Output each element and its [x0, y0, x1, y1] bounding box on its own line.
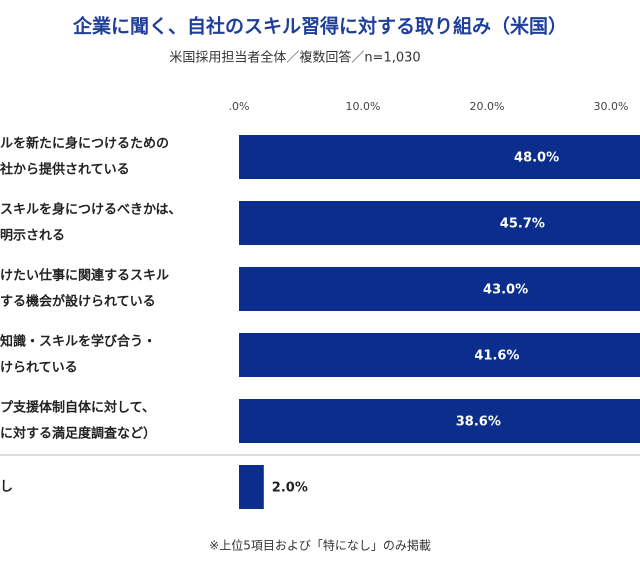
bar — [239, 465, 264, 509]
category-label: する機会が設けられている — [0, 294, 156, 310]
value-label: 45.7% — [500, 217, 545, 232]
category-label: 知識・スキルを学び合う・ — [0, 334, 156, 350]
chart-title: 企業に聞く、自社のスキル習得に対する取り組み（米国） — [72, 15, 567, 38]
bar — [239, 201, 640, 245]
category-label: けられている — [0, 361, 78, 376]
bar — [239, 333, 640, 377]
x-tick-label: 30.0% — [594, 100, 629, 113]
category-label: スキルを身につけるべきかは、 — [0, 202, 181, 218]
value-label: 43.0% — [483, 283, 528, 298]
bar — [239, 267, 640, 311]
category-label: ルを新たに身につけるための — [0, 136, 169, 152]
bar — [239, 399, 640, 443]
category-label: に対する満足度調査など） — [0, 426, 156, 442]
x-tick-label: 10.0% — [346, 100, 381, 113]
category-label: けたい仕事に関連するスキル — [0, 268, 169, 284]
value-label: 2.0% — [272, 481, 308, 496]
value-label: 41.6% — [474, 349, 519, 364]
category-label: 明示される — [0, 229, 65, 244]
category-label: 社から提供されている — [0, 162, 130, 178]
category-label: し — [0, 480, 13, 495]
bar — [239, 135, 640, 179]
x-tick-label: .0% — [229, 100, 250, 113]
chart-subtitle: 米国採用担当者全体／複数回答／n=1,030 — [169, 50, 420, 66]
footnote: ※上位5項目および「特になし」のみ掲載 — [209, 538, 431, 553]
value-label: 38.6% — [456, 415, 501, 430]
x-tick-label: 20.0% — [470, 100, 505, 113]
value-label: 48.0% — [514, 151, 559, 166]
category-label: プ支援体制自体に対して、 — [0, 400, 155, 416]
